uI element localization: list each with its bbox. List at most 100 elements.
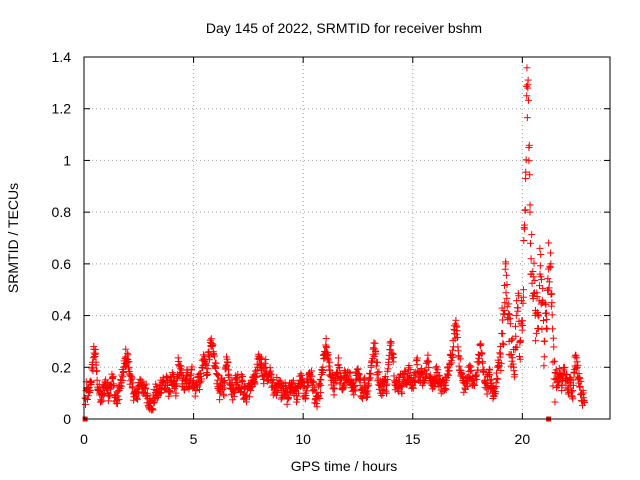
data-point [244,381,252,389]
data-point [141,384,149,392]
data-point [149,406,157,414]
data-point [352,376,360,384]
data-point [503,281,511,289]
data-point [533,293,541,301]
data-point [202,361,210,369]
data-point [526,208,534,216]
data-point [502,271,510,279]
data-point [207,343,215,351]
data-point [387,346,395,354]
data-point [547,302,555,310]
data-point [518,317,526,325]
data-point [499,330,507,338]
data-point [576,382,584,390]
data-point [512,332,520,340]
data-point [297,370,305,378]
x-tick-label: 5 [190,431,198,447]
x-tick-label: 15 [405,431,421,447]
data-point [477,340,485,348]
data-point [367,363,375,371]
data-point [411,371,419,379]
data-point [95,380,103,388]
data-point [203,368,211,376]
data-point [434,372,442,380]
data-point [92,358,100,366]
data-point [564,386,572,394]
data-point [461,384,469,392]
data-point [437,389,445,397]
data-point [528,231,536,239]
data-point [444,371,452,379]
data-point [545,278,553,286]
data-point [450,330,458,338]
data-point [551,398,559,406]
y-tick-label: 0.2 [52,359,72,375]
data-point [398,381,406,389]
data-point [390,354,398,362]
data-point [90,345,98,353]
data-point [472,371,480,379]
data-point [261,359,269,367]
data-point [356,381,364,389]
data-point [515,292,523,300]
data-point [542,301,550,309]
data-point [475,358,482,366]
data-point [501,299,509,307]
data-point [100,384,108,392]
data-point [542,324,550,332]
data-point [424,351,432,359]
data-point [537,273,545,281]
data-point [433,368,441,376]
data-point [306,368,314,376]
data-point [322,335,330,343]
data-point [89,354,97,362]
data-point [167,388,175,396]
data-point [148,405,156,413]
data-point [321,348,329,356]
data-point [501,265,509,273]
data-point [530,259,538,267]
data-point [394,387,402,395]
data-point [389,350,397,358]
data-point [174,361,182,369]
data-point [571,353,579,361]
data-point [332,379,340,387]
data-point [236,384,244,392]
data-point [527,255,535,263]
data-point [371,339,379,347]
data-point [363,389,371,397]
data-point [128,384,136,392]
data-point [122,345,130,353]
data-point [87,378,95,386]
data-point [233,374,241,382]
data-point [251,379,259,387]
data-point [108,374,116,382]
data-point [262,355,270,363]
data-point [315,392,323,400]
data-point [520,236,528,244]
data-point [384,376,392,384]
data-point [181,384,189,392]
data-point [197,375,205,383]
data-point [577,377,585,385]
y-tick-label: 1.2 [52,101,72,117]
data-point [494,363,502,371]
data-point [555,364,563,372]
data-point [191,392,199,400]
data-point [123,349,131,357]
data-point [93,367,101,375]
data-point [522,175,530,183]
data-point [310,387,318,395]
data-point [139,378,147,386]
data-point [424,358,432,366]
data-point [544,275,552,283]
data-point [581,398,589,406]
data-point [231,379,239,387]
data-point [532,329,540,337]
data-point [500,341,508,349]
data-point [247,387,255,395]
data-point [523,92,531,100]
data-point [310,378,318,386]
data-point [111,392,119,400]
data-point [227,381,235,389]
